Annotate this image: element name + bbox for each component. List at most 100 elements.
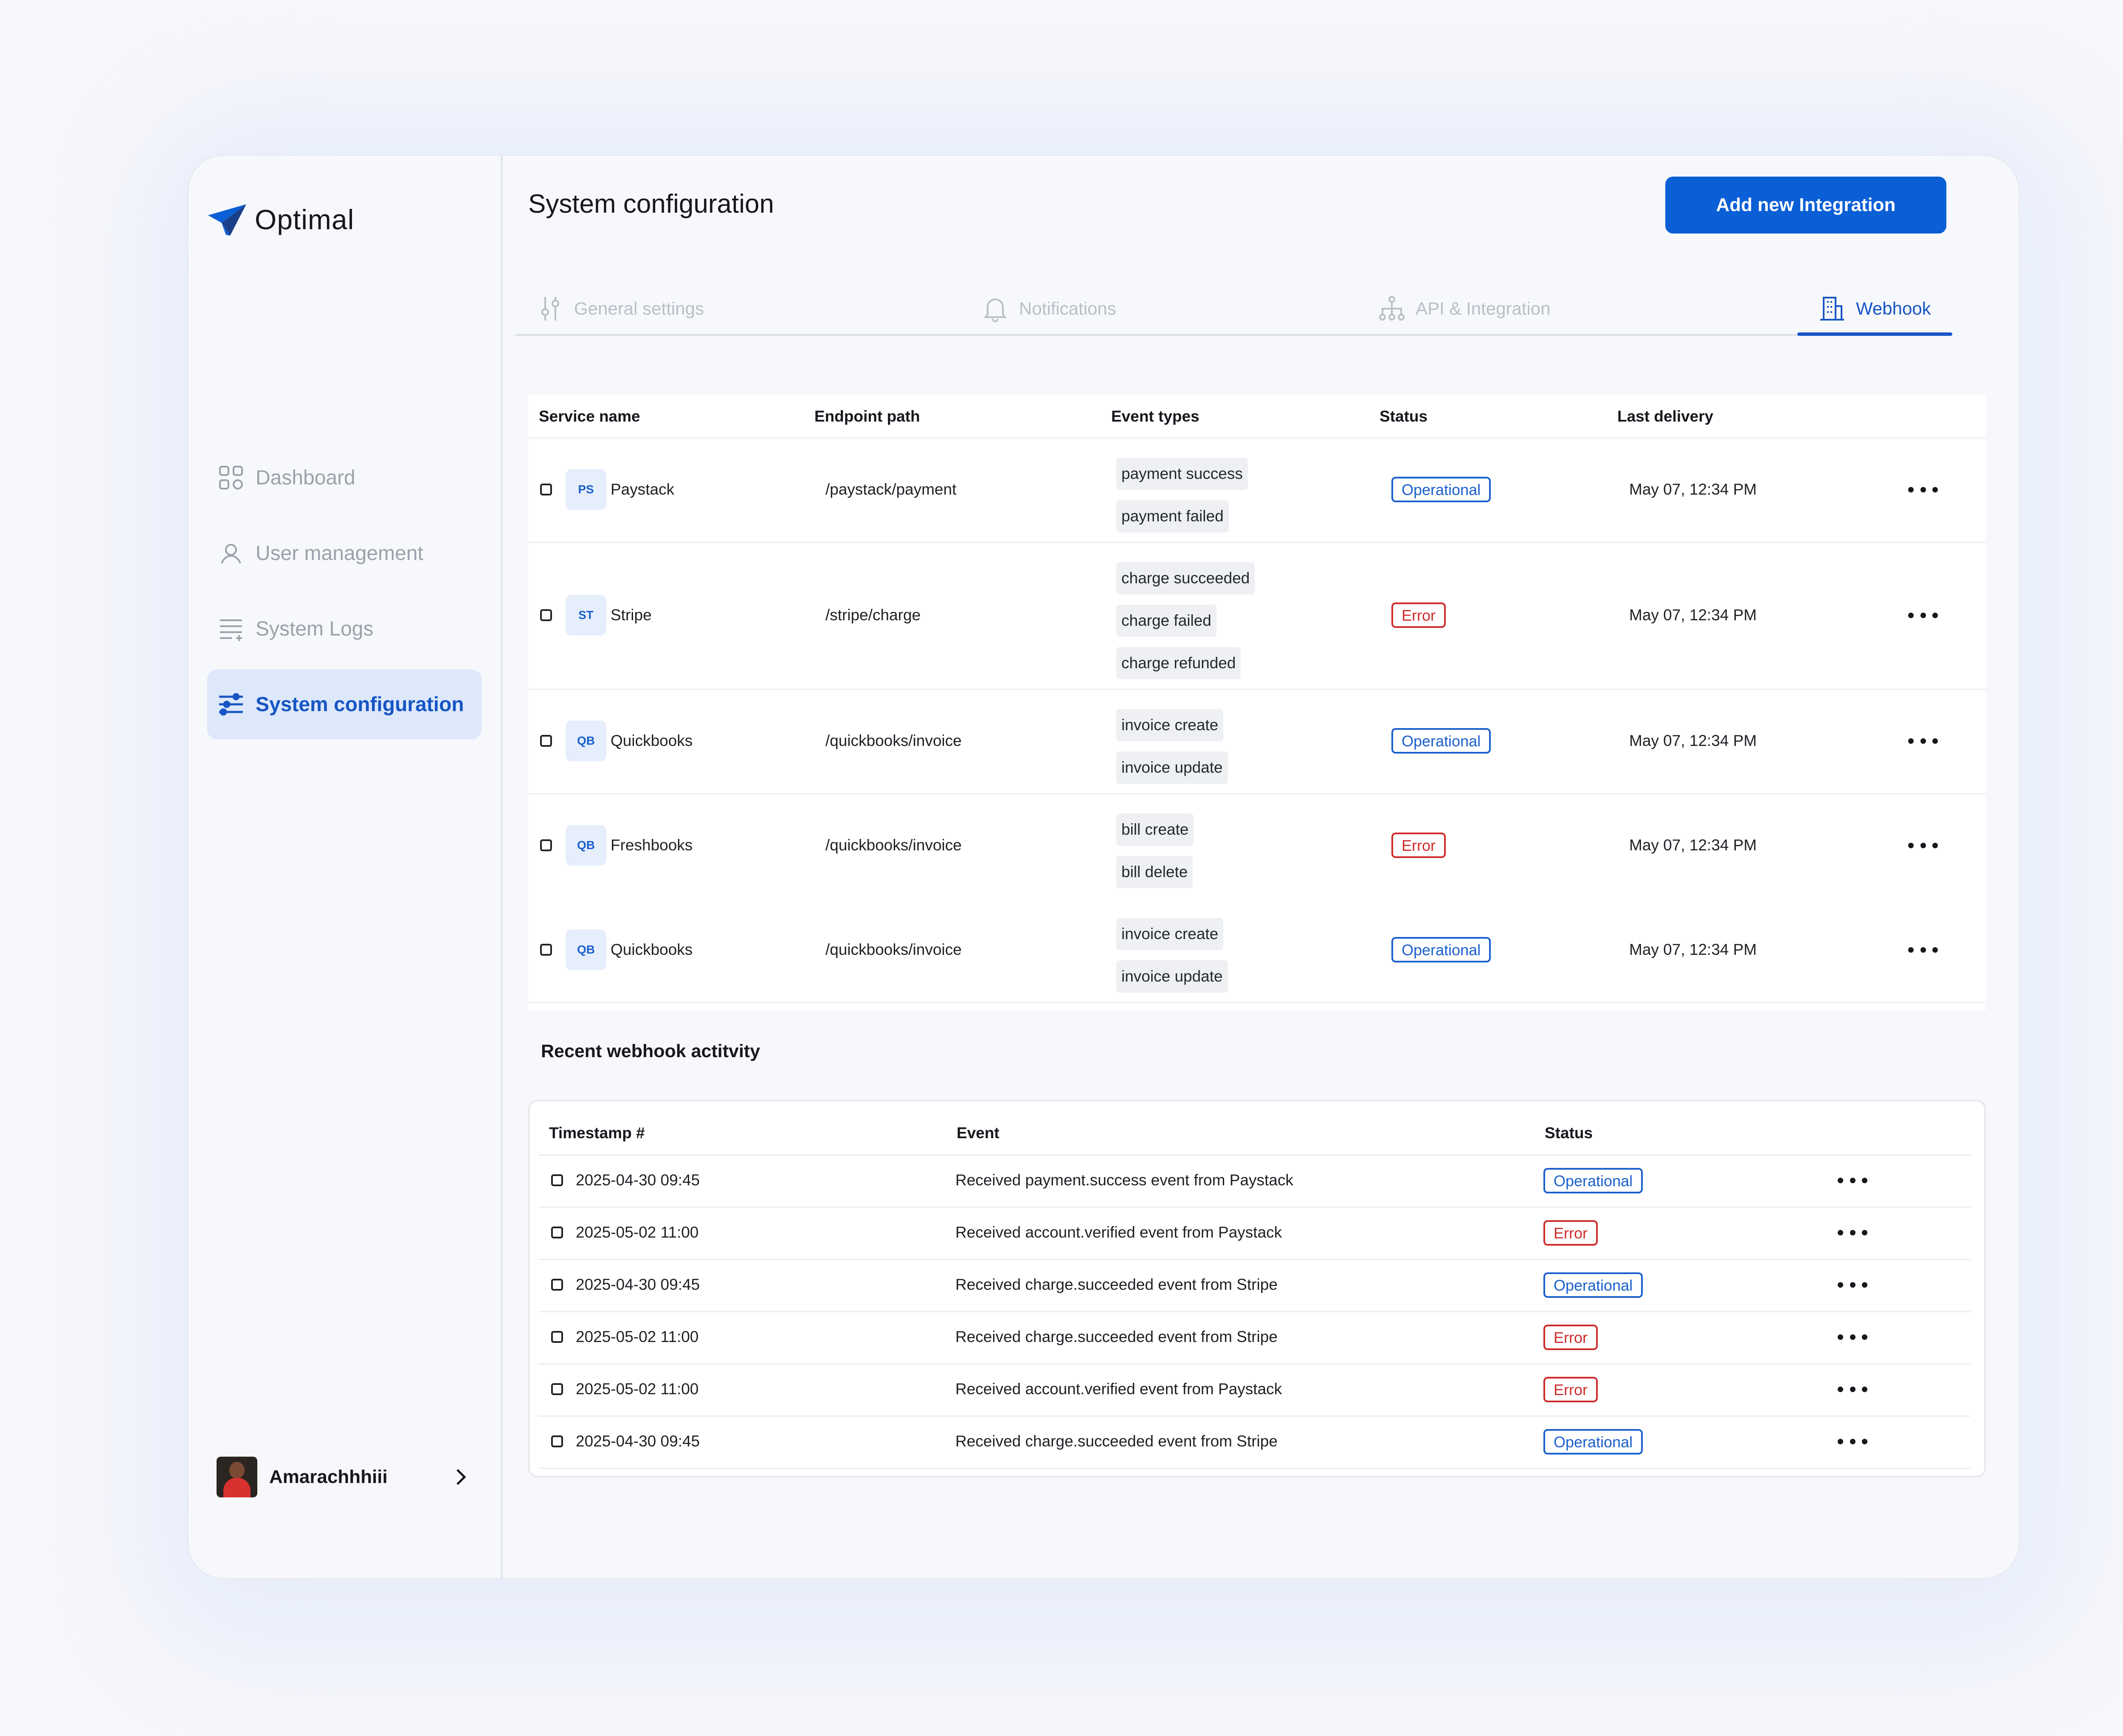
row-checkbox[interactable]: [551, 1435, 563, 1447]
app-window: Optimal Dashboard User management System…: [187, 155, 2020, 1579]
endpoint-path: /stripe/charge: [825, 606, 921, 624]
more-actions-icon[interactable]: [1838, 1435, 1867, 1448]
event-text: Received charge.succeeded event from Str…: [955, 1432, 1278, 1450]
list-icon: [220, 619, 242, 641]
chevron-right-icon[interactable]: [450, 1466, 471, 1488]
brand: Optimal: [207, 194, 354, 245]
api-tree-icon: [1379, 296, 1405, 321]
endpoint-path: /paystack/payment: [825, 481, 957, 498]
service-badge: QB: [566, 720, 606, 761]
status-badge: Error: [1391, 602, 1446, 628]
sidebar-item-user-management[interactable]: User management: [207, 518, 481, 588]
column-header-status: Status: [1545, 1124, 1593, 1142]
sidebar-item-dashboard[interactable]: Dashboard: [207, 443, 481, 512]
profile-name: Amarachhhiii: [269, 1466, 388, 1487]
building-icon: [1820, 297, 1844, 321]
tab-label: API & Integration: [1416, 298, 1551, 318]
table-row: 2025-04-30 09:45 Received charge.succeed…: [538, 1259, 1971, 1312]
service-name: Freshbooks: [611, 836, 693, 854]
status-badge: Error: [1391, 833, 1446, 858]
grid-icon: [219, 466, 243, 490]
more-actions-icon[interactable]: [1838, 1174, 1867, 1187]
table-row: 2025-05-02 11:00 Received charge.succeed…: [538, 1311, 1971, 1365]
sidebar-item-label: User management: [256, 542, 423, 565]
row-checkbox[interactable]: [540, 839, 552, 851]
column-header-timestamp: Timestamp #: [549, 1124, 645, 1142]
service-name: Quickbooks: [611, 941, 693, 958]
user-icon: [221, 544, 241, 564]
tab-general-settings[interactable]: General settings: [537, 283, 704, 334]
column-header-last-delivery: Last delivery: [1617, 408, 1714, 425]
status-badge: Operational: [1543, 1429, 1643, 1455]
column-header-events: Event types: [1111, 408, 1199, 425]
event-chip: charge failed: [1116, 605, 1216, 637]
last-delivery: May 07, 12:34 PM: [1629, 836, 1757, 854]
row-checkbox[interactable]: [551, 1227, 563, 1238]
last-delivery: May 07, 12:34 PM: [1629, 481, 1757, 498]
table-row: QB Quickbooks /quickbooks/invoice invoic…: [528, 689, 1986, 794]
row-checkbox[interactable]: [551, 1174, 563, 1186]
last-delivery: May 07, 12:34 PM: [1629, 732, 1757, 749]
row-checkbox[interactable]: [551, 1331, 563, 1343]
table-row: 2025-05-02 11:00 Received account.verifi…: [538, 1207, 1971, 1260]
column-header-event: Event: [957, 1124, 1000, 1142]
status-badge: Operational: [1543, 1168, 1643, 1193]
more-actions-icon[interactable]: [1908, 839, 1938, 852]
tab-webhook[interactable]: Webhook: [1797, 283, 1952, 336]
section-title-recent-activity: Recent webhook actitvity: [541, 1041, 760, 1061]
timestamp: 2025-05-02 11:00: [576, 1328, 699, 1345]
service-badge: QB: [566, 929, 606, 970]
column-header-service: Service name: [539, 408, 640, 425]
row-checkbox[interactable]: [551, 1279, 563, 1291]
more-actions-icon[interactable]: [1838, 1226, 1867, 1239]
page-title: System configuration: [528, 189, 774, 219]
timestamp: 2025-05-02 11:00: [576, 1380, 699, 1398]
sidebar-item-system-logs[interactable]: System Logs: [207, 594, 481, 664]
tab-notifications[interactable]: Notifications: [982, 283, 1116, 334]
row-checkbox[interactable]: [540, 735, 552, 747]
profile-menu[interactable]: Amarachhhiii: [217, 1455, 471, 1499]
status-badge: Operational: [1391, 477, 1491, 502]
more-actions-icon[interactable]: [1908, 734, 1938, 747]
status-badge: Operational: [1391, 937, 1491, 962]
more-actions-icon[interactable]: [1838, 1331, 1867, 1343]
tab-api-integration[interactable]: API & Integration: [1378, 283, 1551, 334]
event-text: Received account.verified event from Pay…: [955, 1224, 1282, 1241]
tab-label: General settings: [574, 298, 704, 318]
more-actions-icon[interactable]: [1838, 1383, 1867, 1396]
row-checkbox[interactable]: [540, 609, 552, 621]
add-integration-button[interactable]: Add new Integration: [1665, 177, 1946, 234]
row-checkbox[interactable]: [540, 944, 552, 956]
more-actions-icon[interactable]: [1908, 483, 1938, 496]
brand-name: Optimal: [255, 204, 355, 235]
event-chip: invoice update: [1116, 751, 1228, 784]
more-actions-icon[interactable]: [1908, 609, 1938, 622]
service-badge: PS: [566, 469, 606, 510]
timestamp: 2025-04-30 09:45: [576, 1276, 700, 1293]
status-badge: Operational: [1543, 1272, 1643, 1298]
event-text: Received payment.success event from Pays…: [955, 1171, 1293, 1189]
table-row: 2025-05-02 11:00 Received account.verifi…: [538, 1363, 1971, 1417]
service-name: Quickbooks: [611, 732, 693, 749]
integrations-table: Service name Endpoint path Event types S…: [528, 395, 1986, 1010]
status-badge: Error: [1543, 1325, 1598, 1350]
table-row: ST Stripe /stripe/charge charge succeede…: [528, 542, 1986, 690]
tab-label: Webhook: [1856, 298, 1931, 318]
service-badge: QB: [566, 825, 606, 866]
timestamp: 2025-05-02 11:00: [576, 1224, 699, 1241]
column-header-endpoint: Endpoint path: [814, 408, 920, 425]
row-checkbox[interactable]: [540, 484, 552, 495]
table-header-row: Timestamp # Event Status: [538, 1101, 1971, 1156]
sidebar-item-system-configuration[interactable]: System configuration: [207, 670, 481, 739]
sidebar: Optimal Dashboard User management System…: [189, 156, 503, 1578]
event-chip: invoice create: [1116, 918, 1224, 950]
more-actions-icon[interactable]: [1838, 1278, 1867, 1291]
event-chip: payment failed: [1116, 500, 1229, 532]
row-checkbox[interactable]: [551, 1383, 563, 1395]
sliders-icon: [219, 693, 243, 716]
last-delivery: May 07, 12:34 PM: [1629, 606, 1757, 624]
more-actions-icon[interactable]: [1908, 943, 1938, 956]
endpoint-path: /quickbooks/invoice: [825, 836, 962, 854]
event-chip: charge refunded: [1116, 647, 1241, 679]
event-chip: bill create: [1116, 813, 1194, 846]
